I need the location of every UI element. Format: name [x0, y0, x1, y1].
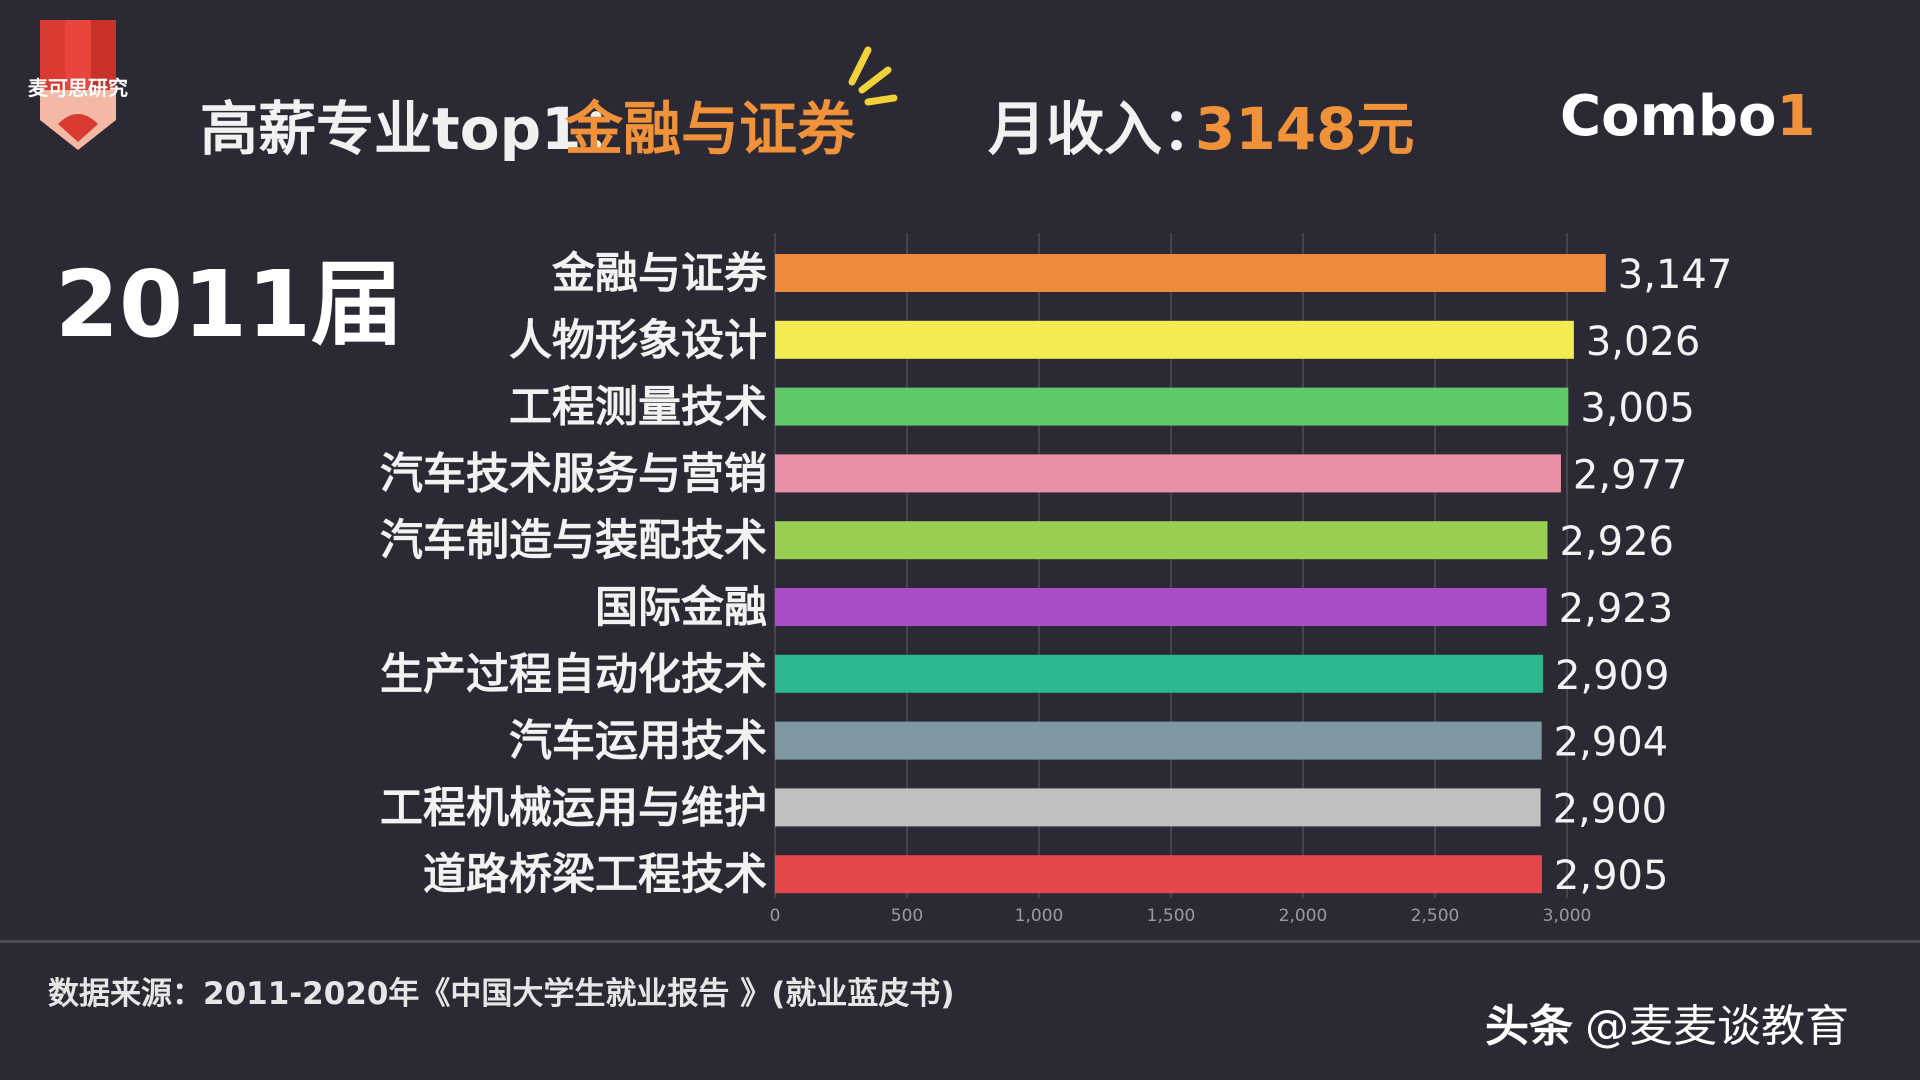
divider	[0, 940, 1920, 943]
pencil-heart-logo-icon	[40, 20, 116, 150]
x-tick-label: 500	[891, 906, 923, 926]
bar	[775, 320, 1574, 359]
x-tick-label: 0	[770, 906, 781, 926]
year-label: 2011届	[55, 251, 404, 358]
category-label: 工程机械运用与维护	[380, 783, 767, 833]
value-label: 3,147	[1618, 252, 1733, 298]
bar	[775, 721, 1542, 760]
bar	[775, 387, 1569, 426]
bar	[775, 254, 1606, 292]
bar	[775, 855, 1542, 894]
value-label: 2,977	[1573, 452, 1688, 498]
bar	[775, 788, 1541, 827]
sparkle-icon	[848, 46, 898, 106]
combo-number: 1	[1776, 84, 1816, 149]
category-label: 汽车运用技术	[509, 717, 767, 767]
value-label: 2,926	[1559, 519, 1674, 565]
combo-counter: Combo1	[1560, 84, 1815, 149]
category-label: 国际金融	[595, 583, 767, 633]
category-label: 汽车制造与装配技术	[380, 516, 767, 566]
combo-text: Combo	[1560, 84, 1777, 149]
category-label: 汽车技术服务与营销	[380, 449, 767, 499]
header: 高薪专业top1： 金融与证券 月收入： 3148元 Combo1	[0, 46, 1920, 163]
x-tick-label: 1,500	[1147, 906, 1196, 926]
title-highlight: 金融与证券	[565, 95, 856, 163]
income-value: 3148元	[1195, 95, 1415, 163]
value-label: 2,923	[1559, 586, 1674, 632]
x-tick-label: 1,000	[1015, 906, 1064, 926]
category-label: 人物形象设计	[509, 316, 767, 366]
logo-text: 麦可思研究	[28, 76, 128, 100]
value-label: 2,909	[1555, 653, 1670, 699]
x-tick-label: 2,000	[1279, 906, 1328, 926]
bar-layer	[775, 254, 1606, 894]
bar	[775, 654, 1543, 693]
value-label: 3,005	[1580, 386, 1695, 432]
watermark: 头条 @麦麦谈教育	[1485, 990, 1849, 1054]
value-label: 2,900	[1553, 786, 1668, 832]
category-label: 道路桥梁工程技术	[423, 850, 767, 900]
bar-chart: 0 500 1,000 1,500 2,000 2,500 3,000 金融与证券 3,147 人…	[380, 233, 1732, 926]
logo: 麦可思研究	[18, 20, 138, 155]
bar	[775, 454, 1561, 493]
category-label: 生产过程自动化技术	[380, 650, 767, 700]
bar	[775, 521, 1548, 560]
watermark-brand: 头条	[1485, 1001, 1573, 1052]
income-label: 月收入：	[988, 95, 1221, 163]
watermark-handle: @麦麦谈教育	[1585, 1001, 1849, 1052]
value-label: 3,026	[1586, 319, 1701, 365]
value-label: 2,905	[1554, 853, 1669, 899]
axis-layer: 0 500 1,000 1,500 2,000 2,500 3,000 金融与证券 3,147 人…	[380, 249, 1732, 926]
bar	[775, 588, 1547, 626]
x-tick-label: 3,000	[1543, 906, 1592, 926]
title-prefix: 高薪专业top1：	[200, 95, 640, 163]
x-tick-label: 2,500	[1411, 906, 1460, 926]
data-source: 数据来源：2011-2020年《中国大学生就业报告 》(就业蓝皮书)	[48, 976, 955, 1012]
category-label: 工程测量技术	[509, 383, 767, 433]
value-label: 2,904	[1554, 720, 1669, 766]
category-label: 金融与证券	[552, 249, 768, 299]
